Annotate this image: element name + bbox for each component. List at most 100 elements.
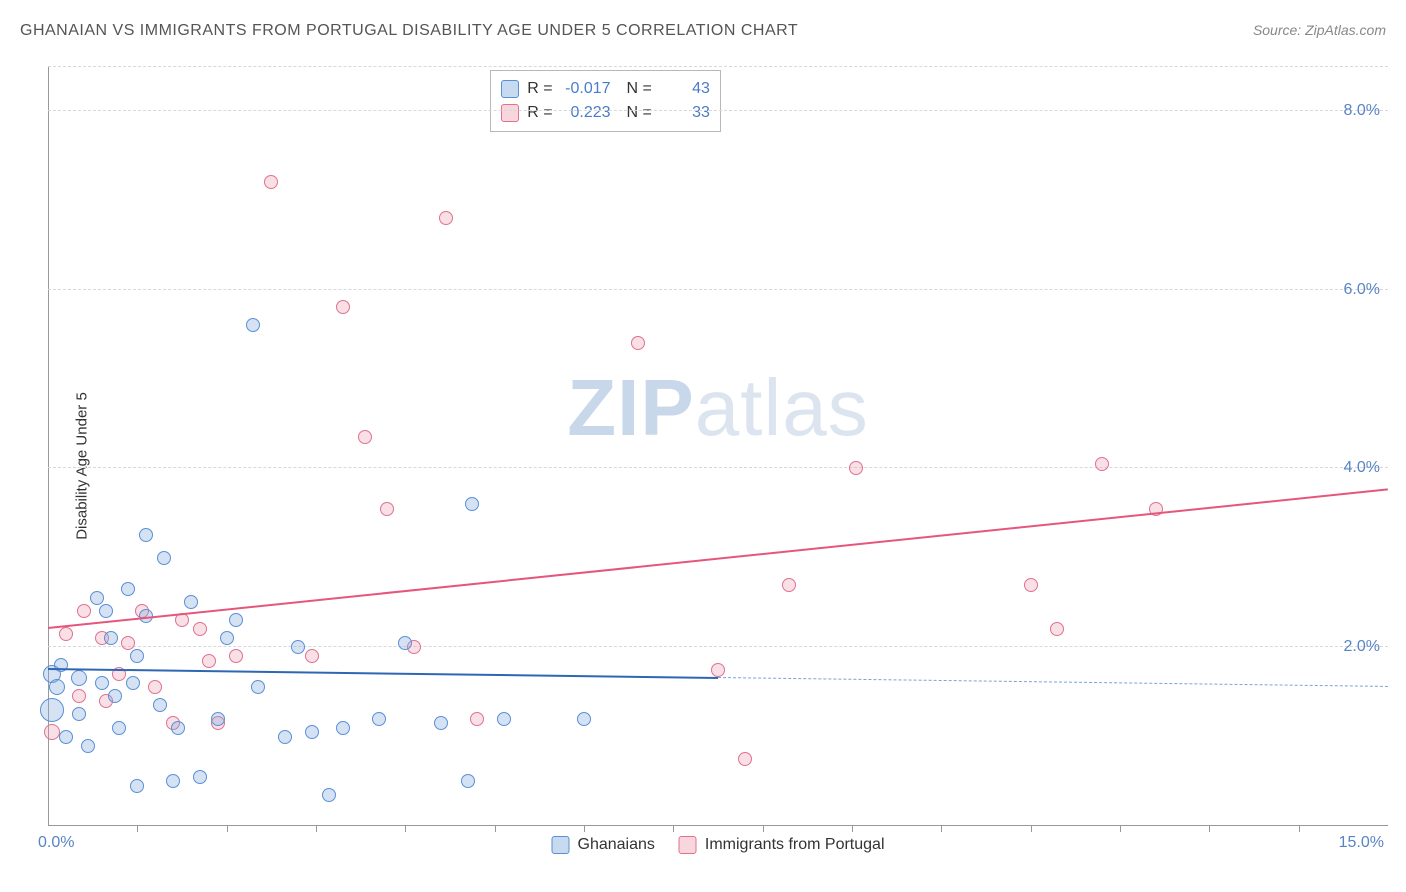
data-point (71, 670, 87, 686)
x-tick (673, 826, 674, 832)
bottom-legend: Ghanaians Immigrants from Portugal (552, 836, 885, 854)
data-point (398, 636, 412, 650)
data-point (322, 788, 336, 802)
data-point (148, 680, 162, 694)
legend-swatch (679, 836, 697, 854)
legend-item: Immigrants from Portugal (679, 836, 885, 854)
x-tick (852, 826, 853, 832)
data-point (336, 721, 350, 735)
data-point (336, 300, 350, 314)
stats-row: R = -0.017 N = 43 (501, 77, 710, 101)
data-point (305, 725, 319, 739)
data-point (439, 211, 453, 225)
data-point (220, 631, 234, 645)
data-point (291, 640, 305, 654)
data-point (90, 591, 104, 605)
watermark: ZIPatlas (567, 362, 868, 454)
data-point (1095, 457, 1109, 471)
x-tick (495, 826, 496, 832)
x-axis-line (48, 825, 1388, 826)
x-tick (227, 826, 228, 832)
data-point (465, 497, 479, 511)
data-point (121, 636, 135, 650)
data-point (470, 712, 484, 726)
data-point (782, 578, 796, 592)
stat-n-label: N = (627, 104, 652, 122)
data-point (358, 430, 372, 444)
data-point (166, 774, 180, 788)
data-point (139, 528, 153, 542)
data-point (264, 175, 278, 189)
chart-title: GHANAIAN VS IMMIGRANTS FROM PORTUGAL DIS… (20, 22, 798, 40)
y-tick-label: 8.0% (1344, 102, 1380, 120)
data-point (59, 730, 73, 744)
x-tick (1299, 826, 1300, 832)
data-point (497, 712, 511, 726)
x-tick (405, 826, 406, 832)
x-tick (1209, 826, 1210, 832)
data-point (1024, 578, 1038, 592)
legend-swatch (501, 80, 519, 98)
gridline (48, 646, 1388, 647)
data-point (108, 689, 122, 703)
data-point (72, 707, 86, 721)
data-point (434, 716, 448, 730)
data-point (193, 622, 207, 636)
stat-r-value: 0.223 (561, 104, 611, 122)
stats-legend-box: R = -0.017 N = 43 R = 0.223 N = 33 (490, 70, 721, 132)
x-tick (1120, 826, 1121, 832)
data-point (77, 604, 91, 618)
stat-r-label: R = (527, 104, 552, 122)
data-point (184, 595, 198, 609)
data-point (305, 649, 319, 663)
data-point (1050, 622, 1064, 636)
x-tick (316, 826, 317, 832)
gridline (48, 66, 1388, 67)
gridline (48, 289, 1388, 290)
plot-area: ZIPatlas 0.0% 15.0% R =-0.017N =43R =0.2… (48, 66, 1388, 826)
chart-container: Disability Age Under 5 ZIPatlas 0.0% 15.… (0, 56, 1406, 876)
stat-n-label: N = (627, 80, 652, 98)
data-point (738, 752, 752, 766)
trend-line (718, 677, 1388, 687)
data-point (372, 712, 386, 726)
legend-label: Immigrants from Portugal (705, 836, 885, 854)
data-point (251, 680, 265, 694)
x-min-label: 0.0% (38, 834, 74, 852)
y-tick-label: 2.0% (1344, 638, 1380, 656)
legend-label: Ghanaians (578, 836, 655, 854)
x-tick (763, 826, 764, 832)
gridline (48, 110, 1388, 111)
data-point (246, 318, 260, 332)
data-point (211, 712, 225, 726)
data-point (461, 774, 475, 788)
y-tick-label: 6.0% (1344, 281, 1380, 299)
legend-swatch (501, 104, 519, 122)
stat-n-value: 33 (660, 104, 710, 122)
data-point (229, 613, 243, 627)
data-point (577, 712, 591, 726)
data-point (81, 739, 95, 753)
data-point (849, 461, 863, 475)
stat-n-value: 43 (660, 80, 710, 98)
x-max-label: 15.0% (1339, 834, 1384, 852)
data-point (130, 779, 144, 793)
data-point (171, 721, 185, 735)
trend-line (48, 668, 718, 679)
data-point (72, 689, 86, 703)
data-point (130, 649, 144, 663)
data-point (202, 654, 216, 668)
x-tick (1031, 826, 1032, 832)
stats-row: R = 0.223 N = 33 (501, 101, 710, 125)
legend-item: Ghanaians (552, 836, 655, 854)
data-point (104, 631, 118, 645)
x-tick (584, 826, 585, 832)
data-point (121, 582, 135, 596)
stat-r-label: R = (527, 80, 552, 98)
data-point (40, 698, 64, 722)
x-tick (137, 826, 138, 832)
data-point (193, 770, 207, 784)
data-point (380, 502, 394, 516)
stat-r-value: -0.017 (561, 80, 611, 98)
chart-source: Source: ZipAtlas.com (1253, 22, 1386, 38)
